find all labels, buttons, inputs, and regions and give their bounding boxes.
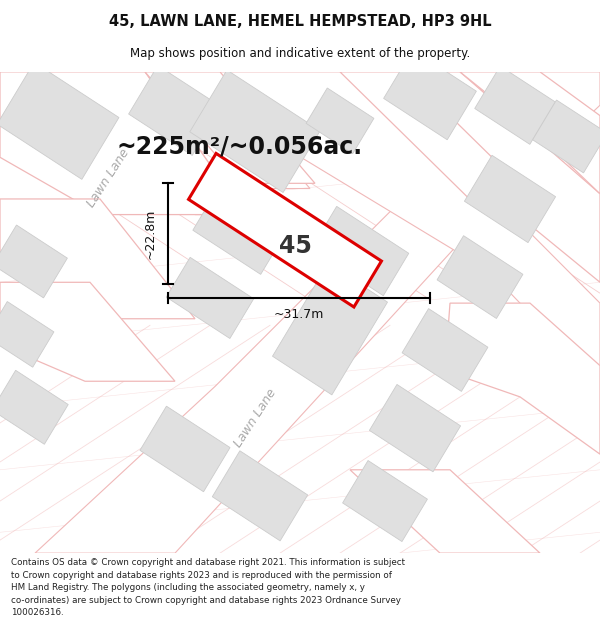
Polygon shape — [306, 88, 374, 154]
Polygon shape — [311, 206, 409, 296]
Text: Lawn Lane: Lawn Lane — [85, 146, 131, 210]
Polygon shape — [460, 72, 600, 194]
Text: 100026316.: 100026316. — [11, 609, 64, 618]
Polygon shape — [402, 309, 488, 391]
Polygon shape — [0, 301, 54, 368]
Text: Map shows position and indicative extent of the property.: Map shows position and indicative extent… — [130, 47, 470, 60]
Polygon shape — [145, 72, 315, 183]
Polygon shape — [35, 72, 600, 553]
Polygon shape — [445, 303, 600, 454]
Polygon shape — [95, 72, 245, 214]
Polygon shape — [383, 50, 476, 140]
Polygon shape — [370, 72, 600, 282]
Polygon shape — [193, 186, 287, 274]
Polygon shape — [0, 199, 195, 319]
Text: ~31.7m: ~31.7m — [274, 308, 324, 321]
Text: 45: 45 — [278, 234, 311, 258]
Polygon shape — [464, 155, 556, 242]
Polygon shape — [128, 66, 221, 156]
Polygon shape — [188, 153, 382, 307]
Polygon shape — [475, 66, 555, 144]
Text: to Crown copyright and database rights 2023 and is reproduced with the permissio: to Crown copyright and database rights 2… — [11, 571, 392, 580]
Polygon shape — [95, 72, 240, 209]
Polygon shape — [0, 62, 119, 179]
Text: Lawn Lane: Lawn Lane — [232, 386, 278, 449]
Polygon shape — [212, 451, 308, 541]
Polygon shape — [350, 470, 540, 553]
Polygon shape — [0, 282, 175, 381]
Text: ~225m²/~0.056ac.: ~225m²/~0.056ac. — [117, 135, 363, 159]
Polygon shape — [0, 72, 245, 214]
Polygon shape — [190, 70, 320, 192]
Polygon shape — [343, 461, 427, 542]
Polygon shape — [0, 72, 250, 199]
Polygon shape — [166, 258, 254, 339]
Polygon shape — [160, 72, 600, 386]
Polygon shape — [370, 384, 461, 472]
Polygon shape — [0, 370, 68, 444]
Text: 45, LAWN LANE, HEMEL HEMPSTEAD, HP3 9HL: 45, LAWN LANE, HEMEL HEMPSTEAD, HP3 9HL — [109, 14, 491, 29]
Text: Contains OS data © Crown copyright and database right 2021. This information is : Contains OS data © Crown copyright and d… — [11, 558, 405, 567]
Text: HM Land Registry. The polygons (including the associated geometry, namely x, y: HM Land Registry. The polygons (includin… — [11, 583, 365, 592]
Polygon shape — [110, 72, 310, 189]
Text: co-ordinates) are subject to Crown copyright and database rights 2023 Ordnance S: co-ordinates) are subject to Crown copyr… — [11, 596, 401, 605]
Polygon shape — [533, 100, 600, 173]
Polygon shape — [272, 264, 388, 395]
Polygon shape — [340, 72, 545, 209]
Polygon shape — [437, 236, 523, 319]
Polygon shape — [140, 406, 230, 492]
Text: ~22.8m: ~22.8m — [143, 209, 157, 259]
Polygon shape — [0, 225, 67, 298]
